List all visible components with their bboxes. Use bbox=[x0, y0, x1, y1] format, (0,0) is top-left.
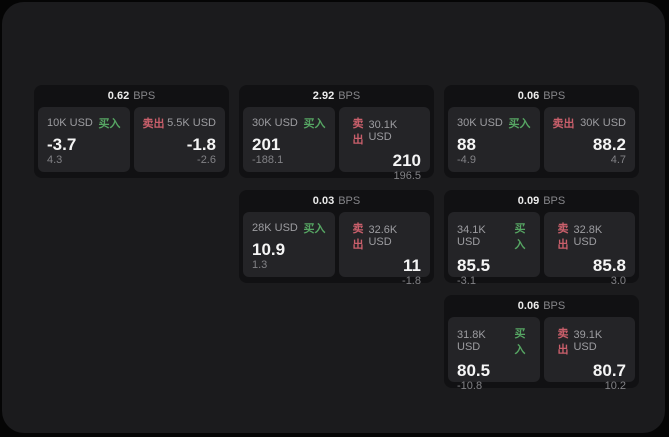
quote-card: 0.03 BPS 28K USD 买入 10.9 1.3 卖出 32.6K US… bbox=[239, 190, 434, 287]
quote-panes: 31.8K USD 买入 80.5 -10.8 卖出 39.1K USD 80.… bbox=[448, 317, 635, 392]
sell-delta: 4.7 bbox=[610, 154, 626, 166]
buy-amount: 31.8K USD bbox=[457, 329, 486, 353]
sell-price: -1.8 bbox=[186, 135, 216, 154]
sell-amount: 5.5K USD bbox=[167, 117, 216, 129]
sell-price: 85.8 bbox=[592, 256, 626, 275]
spread-header: 0.03 BPS bbox=[243, 190, 430, 212]
spread-unit: BPS bbox=[338, 195, 361, 207]
buy-quote-pane[interactable]: 28K USD 买入 10.9 1.3 bbox=[243, 212, 335, 277]
sell-button[interactable]: 卖出 bbox=[553, 115, 575, 131]
quote-panes: 34.1K USD 买入 85.5 -3.1 卖出 32.8K USD 85.8… bbox=[448, 212, 635, 287]
sell-amount: 32.6K USD bbox=[368, 224, 398, 248]
buy-delta: 4.3 bbox=[47, 154, 63, 166]
buy-price: -3.7 bbox=[47, 135, 77, 154]
buy-price: 88 bbox=[457, 135, 476, 154]
spread-header: 0.09 BPS bbox=[448, 190, 635, 212]
sell-amount: 32.8K USD bbox=[573, 224, 603, 248]
sell-button[interactable]: 卖出 bbox=[143, 115, 165, 131]
buy-amount: 28K USD bbox=[252, 222, 298, 234]
spread-value: 0.03 bbox=[312, 195, 335, 207]
spread-unit: BPS bbox=[543, 90, 566, 102]
buy-button[interactable]: 买入 bbox=[304, 220, 326, 236]
buy-quote-pane[interactable]: 30K USD 买入 201 -188.1 bbox=[243, 107, 335, 172]
sell-button[interactable]: 卖出 bbox=[348, 220, 369, 252]
app-panel: 0.62 BPS 10K USD 买入 -3.7 4.3 卖出 5.5K USD… bbox=[2, 2, 665, 433]
quote-card: 0.06 BPS 31.8K USD 买入 80.5 -10.8 卖出 39.1… bbox=[444, 295, 639, 392]
buy-button[interactable]: 买入 bbox=[99, 115, 121, 131]
spread-value: 0.06 bbox=[517, 90, 540, 102]
sell-quote-pane[interactable]: 卖出 32.8K USD 85.8 3.0 bbox=[543, 212, 635, 287]
buy-price: 201 bbox=[252, 135, 281, 154]
spread-unit: BPS bbox=[543, 195, 566, 207]
buy-amount: 34.1K USD bbox=[457, 224, 486, 248]
spread-value: 2.92 bbox=[312, 90, 335, 102]
buy-amount: 30K USD bbox=[252, 117, 298, 129]
quote-panes: 30K USD 买入 201 -188.1 卖出 30.1K USD 210 1… bbox=[243, 107, 430, 182]
quote-card: 0.09 BPS 34.1K USD 买入 85.5 -3.1 卖出 32.8K… bbox=[444, 190, 639, 287]
buy-delta: -3.1 bbox=[457, 275, 476, 287]
sell-price: 88.2 bbox=[592, 135, 626, 154]
sell-amount: 39.1K USD bbox=[573, 329, 603, 353]
sell-button[interactable]: 卖出 bbox=[553, 325, 574, 357]
spread-unit: BPS bbox=[543, 300, 566, 312]
sell-price: 11 bbox=[403, 256, 421, 275]
sell-delta: 196.5 bbox=[393, 170, 421, 182]
quote-card: 2.92 BPS 30K USD 买入 201 -188.1 卖出 30.1K … bbox=[239, 85, 434, 182]
spread-unit: BPS bbox=[133, 90, 156, 102]
buy-button[interactable]: 买入 bbox=[509, 115, 531, 131]
buy-quote-pane[interactable]: 10K USD 买入 -3.7 4.3 bbox=[38, 107, 130, 172]
sell-delta: -2.6 bbox=[197, 154, 216, 166]
buy-quote-pane[interactable]: 34.1K USD 买入 85.5 -3.1 bbox=[448, 212, 540, 287]
spread-header: 0.06 BPS bbox=[448, 85, 635, 107]
spread-header: 0.06 BPS bbox=[448, 295, 635, 317]
buy-quote-pane[interactable]: 30K USD 买入 88 -4.9 bbox=[448, 107, 540, 172]
buy-delta: 1.3 bbox=[252, 259, 268, 271]
spread-value: 0.09 bbox=[517, 195, 540, 207]
buy-quote-pane[interactable]: 31.8K USD 买入 80.5 -10.8 bbox=[448, 317, 540, 392]
quote-card: 0.06 BPS 30K USD 买入 88 -4.9 卖出 30K USD 8… bbox=[444, 85, 639, 178]
quote-cards-grid: 0.62 BPS 10K USD 买入 -3.7 4.3 卖出 5.5K USD… bbox=[34, 85, 639, 392]
buy-price: 85.5 bbox=[457, 256, 491, 275]
sell-price: 80.7 bbox=[592, 361, 626, 380]
sell-button[interactable]: 卖出 bbox=[348, 115, 369, 147]
buy-button[interactable]: 买入 bbox=[304, 115, 326, 131]
sell-quote-pane[interactable]: 卖出 5.5K USD -1.8 -2.6 bbox=[133, 107, 225, 172]
sell-button[interactable]: 卖出 bbox=[553, 220, 574, 252]
quote-panes: 30K USD 买入 88 -4.9 卖出 30K USD 88.2 4.7 bbox=[448, 107, 635, 172]
sell-quote-pane[interactable]: 卖出 30K USD 88.2 4.7 bbox=[543, 107, 635, 172]
spread-unit: BPS bbox=[338, 90, 361, 102]
sell-amount: 30.1K USD bbox=[368, 119, 398, 143]
sell-delta: 3.0 bbox=[610, 275, 626, 287]
sell-delta: 10.2 bbox=[604, 380, 626, 392]
spread-value: 0.62 bbox=[107, 90, 130, 102]
buy-delta: -10.8 bbox=[457, 380, 483, 392]
buy-price: 80.5 bbox=[457, 361, 491, 380]
buy-price: 10.9 bbox=[252, 240, 286, 259]
buy-delta: -4.9 bbox=[457, 154, 476, 166]
sell-quote-pane[interactable]: 卖出 39.1K USD 80.7 10.2 bbox=[543, 317, 635, 392]
sell-delta: -1.8 bbox=[402, 275, 421, 287]
buy-button[interactable]: 买入 bbox=[510, 325, 531, 357]
sell-quote-pane[interactable]: 卖出 32.6K USD 11 -1.8 bbox=[338, 212, 430, 287]
quote-panes: 10K USD 买入 -3.7 4.3 卖出 5.5K USD -1.8 -2.… bbox=[38, 107, 225, 172]
spread-value: 0.06 bbox=[517, 300, 540, 312]
buy-button[interactable]: 买入 bbox=[510, 220, 531, 252]
spread-header: 0.62 BPS bbox=[38, 85, 225, 107]
quote-panes: 28K USD 买入 10.9 1.3 卖出 32.6K USD 11 -1.8 bbox=[243, 212, 430, 287]
buy-delta: -188.1 bbox=[252, 154, 284, 166]
buy-amount: 10K USD bbox=[47, 117, 93, 129]
sell-amount: 30K USD bbox=[580, 117, 626, 129]
sell-price: 210 bbox=[392, 151, 421, 170]
spread-header: 2.92 BPS bbox=[243, 85, 430, 107]
sell-quote-pane[interactable]: 卖出 30.1K USD 210 196.5 bbox=[338, 107, 430, 182]
buy-amount: 30K USD bbox=[457, 117, 503, 129]
quote-card: 0.62 BPS 10K USD 买入 -3.7 4.3 卖出 5.5K USD… bbox=[34, 85, 229, 178]
